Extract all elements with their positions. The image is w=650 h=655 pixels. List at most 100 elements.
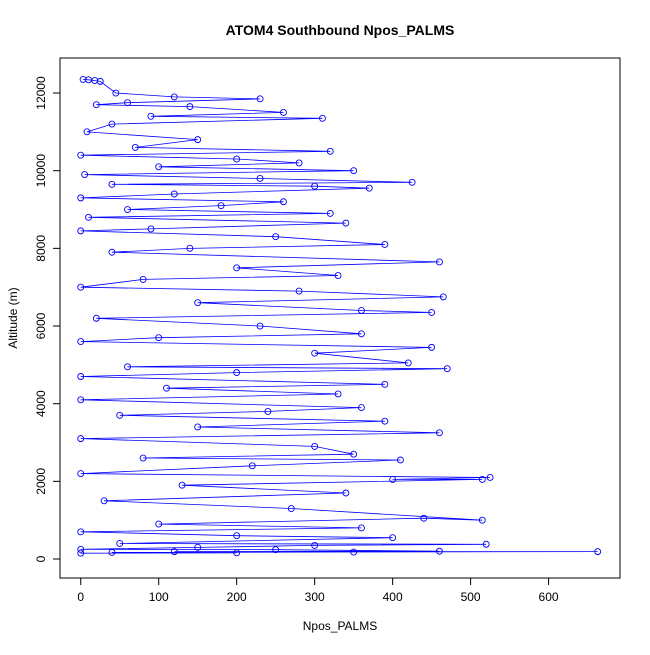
data-point: [443, 365, 451, 373]
data-point: [170, 93, 178, 101]
data-point: [79, 75, 87, 83]
data-point: [170, 548, 178, 556]
data-point: [77, 435, 85, 443]
x-tick-label: 600: [539, 590, 559, 604]
data-point: [280, 198, 287, 206]
data-point: [478, 475, 486, 483]
data-point: [147, 225, 155, 233]
data-point: [435, 258, 443, 266]
data-point: [389, 475, 397, 483]
data-point: [77, 194, 85, 202]
data-point: [91, 77, 99, 85]
data-point: [381, 241, 389, 248]
data-point: [486, 474, 494, 481]
y-tick-label: 2000: [34, 468, 48, 495]
data-point: [77, 549, 85, 557]
data-point: [365, 184, 373, 192]
data-point: [116, 411, 124, 419]
data-point: [217, 202, 225, 210]
data-point: [155, 163, 163, 171]
data-point: [124, 363, 131, 371]
data-point: [139, 454, 147, 462]
data-point: [112, 89, 120, 97]
data-point: [334, 272, 342, 279]
data-point: [77, 151, 85, 159]
data-point: [100, 497, 108, 505]
data-point: [311, 182, 319, 190]
data-point: [170, 190, 178, 198]
data-point: [155, 334, 163, 342]
chart-title: ATOM4 Southbound Npos_PALMS: [226, 22, 455, 38]
data-point: [311, 541, 319, 549]
data-point: [295, 287, 303, 295]
data-point: [408, 178, 416, 186]
data-point: [435, 547, 443, 555]
data-point: [77, 338, 85, 346]
data-point: [194, 423, 202, 431]
data-point: [81, 171, 89, 179]
data-point: [381, 417, 389, 425]
data-point: [77, 528, 85, 536]
y-tick-label: 12000: [34, 76, 48, 110]
data-point: [334, 390, 342, 398]
data-point: [272, 233, 280, 241]
data-point: [131, 143, 139, 151]
data-point: [85, 213, 92, 221]
x-tick-label: 200: [227, 590, 247, 604]
data-point: [186, 244, 194, 252]
data-point: [194, 136, 202, 144]
data-point: [124, 99, 131, 107]
data-point: [124, 206, 131, 213]
data-point: [163, 384, 170, 392]
data-point: [404, 359, 412, 367]
data-point: [92, 314, 100, 322]
data-point: [350, 167, 358, 175]
plot-frame: [59, 57, 621, 579]
data-point: [319, 114, 326, 122]
data-point: [396, 456, 404, 464]
data-point: [139, 275, 147, 283]
data-point: [83, 128, 91, 136]
data-point: [420, 514, 428, 522]
x-tick-label: 100: [149, 590, 169, 604]
data-point: [194, 299, 202, 307]
data-point: [233, 155, 241, 163]
data-point: [155, 520, 163, 528]
data-point: [594, 548, 602, 556]
data-line: [80, 79, 598, 554]
y-tick-label: 4000: [34, 390, 48, 417]
data-point: [350, 548, 358, 556]
data-point: [92, 101, 100, 109]
data-point: [108, 180, 116, 188]
data-point: [108, 548, 116, 556]
y-tick-label: 8000: [34, 235, 48, 262]
data-point: [233, 532, 241, 540]
data-point: [311, 442, 319, 450]
data-point: [77, 470, 85, 478]
data-point: [108, 248, 116, 256]
data-point: [311, 349, 319, 357]
data-point: [272, 546, 280, 554]
data-point: [186, 103, 194, 111]
data-point: [389, 534, 397, 542]
data-point: [435, 429, 443, 437]
data-point: [280, 108, 287, 116]
data-point: [147, 112, 155, 120]
y-tick-label: 6000: [34, 312, 48, 339]
data-point: [478, 516, 486, 524]
data-point: [256, 175, 264, 182]
data-point: [428, 343, 436, 351]
x-tick-label: 500: [461, 590, 481, 604]
x-tick-label: 300: [305, 590, 325, 604]
data-point: [77, 396, 85, 404]
data-point: [287, 505, 295, 512]
data-point: [256, 322, 264, 330]
y-axis-label: Altitude (m): [6, 287, 20, 348]
data-point: [96, 77, 104, 85]
data-point: [357, 307, 365, 314]
data-point: [77, 283, 85, 291]
x-tick-label: 0: [77, 590, 84, 604]
data-point: [357, 524, 365, 532]
data-point: [116, 540, 124, 547]
